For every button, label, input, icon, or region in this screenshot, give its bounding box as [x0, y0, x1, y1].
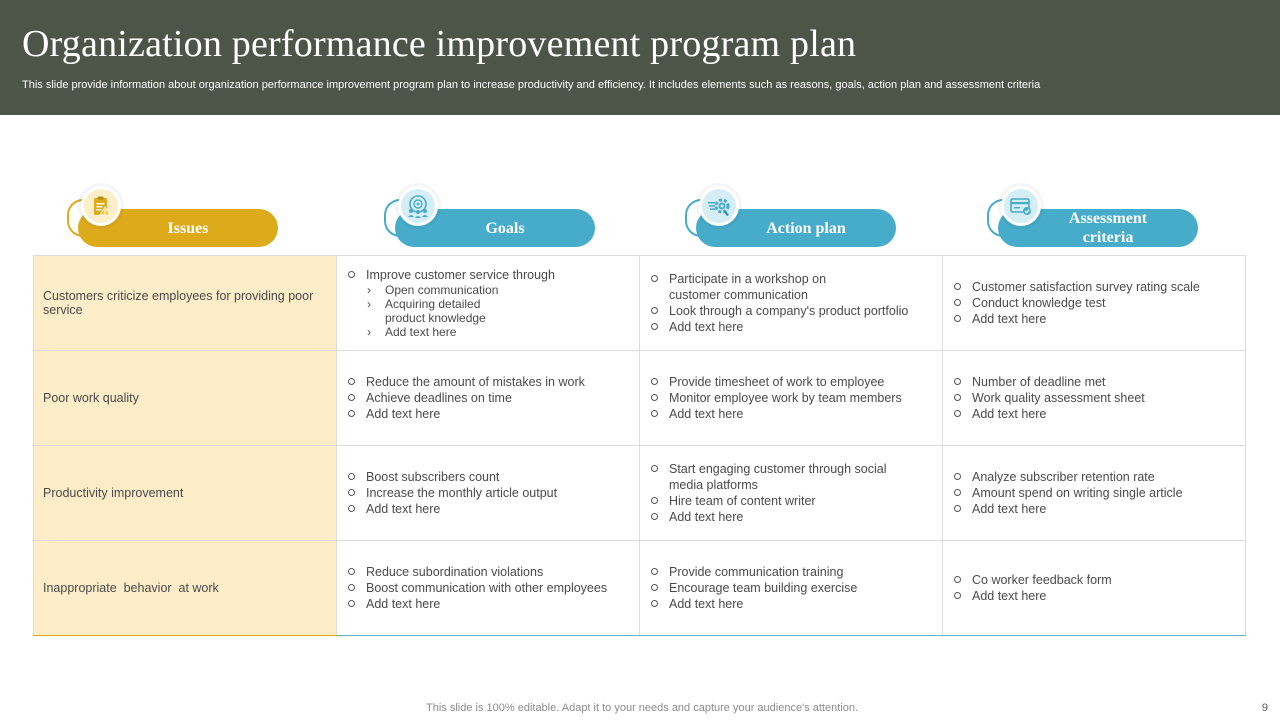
assessment-list: Number of deadline met Work quality asse…: [952, 374, 1237, 422]
list-item: Amount spend on writing single article: [952, 485, 1237, 501]
action-cell: Start engaging customer through social m…: [639, 445, 943, 541]
header-assessment-label: Assessment criteria: [1068, 210, 1148, 246]
list-item: Boost subscribers count: [346, 469, 631, 485]
title-bar: Organization performance improvement pro…: [0, 0, 1280, 115]
header-action-plan: Action plan: [685, 183, 926, 253]
list-item: Acquiring detailed product knowledge: [366, 297, 495, 325]
goals-list: Reduce the amount of mistakes in work Ac…: [346, 374, 631, 422]
gear-speed-icon: [702, 189, 736, 223]
goals-cell: Reduce subordination violations Boost co…: [336, 540, 640, 636]
clipboard-warning-icon: [84, 189, 118, 223]
assessment-cell: Analyze subscriber retention rate Amount…: [942, 445, 1246, 541]
list-item: Customer satisfaction survey rating scal…: [952, 279, 1237, 295]
list-item: Add text here: [952, 311, 1237, 327]
action-list: Provide communication training Encourage…: [649, 564, 934, 612]
list-item: Add text here: [649, 596, 934, 612]
table-row: Productivity improvement Boost subscribe…: [33, 445, 1246, 541]
issue-cell: Productivity improvement: [33, 445, 337, 541]
header-assessment-criteria: Assessment criteria: [987, 183, 1228, 253]
action-cell: Provide communication training Encourage…: [639, 540, 943, 636]
table-row: Poor work quality Reduce the amount of m…: [33, 350, 1246, 446]
list-item: Number of deadline met: [952, 374, 1237, 390]
list-item: Add text here: [952, 406, 1237, 422]
assessment-list: Customer satisfaction survey rating scal…: [952, 279, 1237, 327]
assessment-cell: Co worker feedback form Add text here: [942, 540, 1246, 636]
list-item: Provide communication training: [649, 564, 934, 580]
list-item: Hire team of content writer: [649, 493, 934, 509]
list-item: Add text here: [952, 588, 1237, 604]
list-item: Add text here: [649, 509, 934, 525]
list-item: Increase the monthly article output: [346, 485, 631, 501]
list-item: Boost communication with other employees: [346, 580, 631, 596]
list-item: Add text here: [346, 596, 631, 612]
goals-sub-list: Open communication Acquiring detailed pr…: [366, 283, 631, 339]
list-item: Co worker feedback form: [952, 572, 1237, 588]
assessment-list: Analyze subscriber retention rate Amount…: [952, 469, 1237, 517]
list-item: Conduct knowledge test: [952, 295, 1237, 311]
list-item: Start engaging customer through social m…: [649, 461, 919, 493]
issue-text: Productivity improvement: [43, 486, 184, 500]
plan-table: Customers criticize employees for provid…: [33, 255, 1246, 636]
issue-text: Poor work quality: [43, 391, 139, 405]
footer-note: This slide is 100% editable. Adapt it to…: [426, 702, 858, 714]
action-list: Participate in a workshop on customer co…: [649, 271, 934, 335]
header-goals-label: Goals: [485, 219, 525, 237]
page-subtitle: This slide provide information about org…: [22, 79, 1041, 91]
action-list: Start engaging customer through social m…: [649, 461, 934, 525]
header-issues-label: Issues: [167, 219, 209, 237]
issue-cell: Inappropriate behavior at work: [33, 540, 337, 636]
issue-cell: Poor work quality: [33, 350, 337, 446]
list-item: Monitor employee work by team members: [649, 390, 934, 406]
list-item: Reduce subordination violations: [346, 564, 631, 580]
action-list: Provide timesheet of work to employee Mo…: [649, 374, 934, 422]
list-item: Encourage team building exercise: [649, 580, 934, 596]
page-number: 9: [1261, 702, 1268, 714]
team-target-icon: [401, 189, 435, 223]
goals-cell: Boost subscribers count Increase the mon…: [336, 445, 640, 541]
issue-text: Inappropriate behavior at work: [43, 581, 219, 595]
action-cell: Participate in a workshop on customer co…: [639, 255, 943, 351]
header-action-plan-label: Action plan: [766, 219, 846, 237]
list-item: Add text here: [346, 501, 631, 517]
table-row: Inappropriate behavior at work Reduce su…: [33, 540, 1246, 636]
goals-list: Reduce subordination violations Boost co…: [346, 564, 631, 612]
list-item: Add text here: [346, 406, 631, 422]
list-item: Provide timesheet of work to employee: [649, 374, 934, 390]
list-item: Analyze subscriber retention rate: [952, 469, 1237, 485]
assessment-list: Co worker feedback form Add text here: [952, 572, 1237, 604]
list-item: Improve customer service through Open co…: [346, 267, 631, 339]
list-item: Achieve deadlines on time: [346, 390, 631, 406]
list-item: Add text here: [649, 406, 934, 422]
credit-card-check-icon: [1004, 189, 1038, 223]
table-row: Customers criticize employees for provid…: [33, 255, 1246, 351]
goals-list: Improve customer service through Open co…: [346, 267, 631, 339]
list-item: Work quality assessment sheet: [952, 390, 1237, 406]
goals-cell: Reduce the amount of mistakes in work Ac…: [336, 350, 640, 446]
list-item: Look through a company's product portfol…: [649, 303, 934, 319]
assessment-cell: Customer satisfaction survey rating scal…: [942, 255, 1246, 351]
list-item: Open communication: [366, 283, 631, 297]
issue-text: Customers criticize employees for provid…: [43, 289, 314, 317]
page-title: Organization performance improvement pro…: [22, 23, 857, 65]
list-item: Reduce the amount of mistakes in work: [346, 374, 631, 390]
issue-cell: Customers criticize employees for provid…: [33, 255, 337, 351]
header-goals: Goals: [384, 183, 625, 253]
header-issues: Issues: [67, 183, 308, 253]
list-item: Add text here: [366, 325, 631, 339]
action-cell: Provide timesheet of work to employee Mo…: [639, 350, 943, 446]
list-item: Participate in a workshop on customer co…: [649, 271, 834, 303]
assessment-cell: Number of deadline met Work quality asse…: [942, 350, 1246, 446]
goals-list: Boost subscribers count Increase the mon…: [346, 469, 631, 517]
list-item: Add text here: [649, 319, 934, 335]
list-item: Add text here: [952, 501, 1237, 517]
goals-cell: Improve customer service through Open co…: [336, 255, 640, 351]
